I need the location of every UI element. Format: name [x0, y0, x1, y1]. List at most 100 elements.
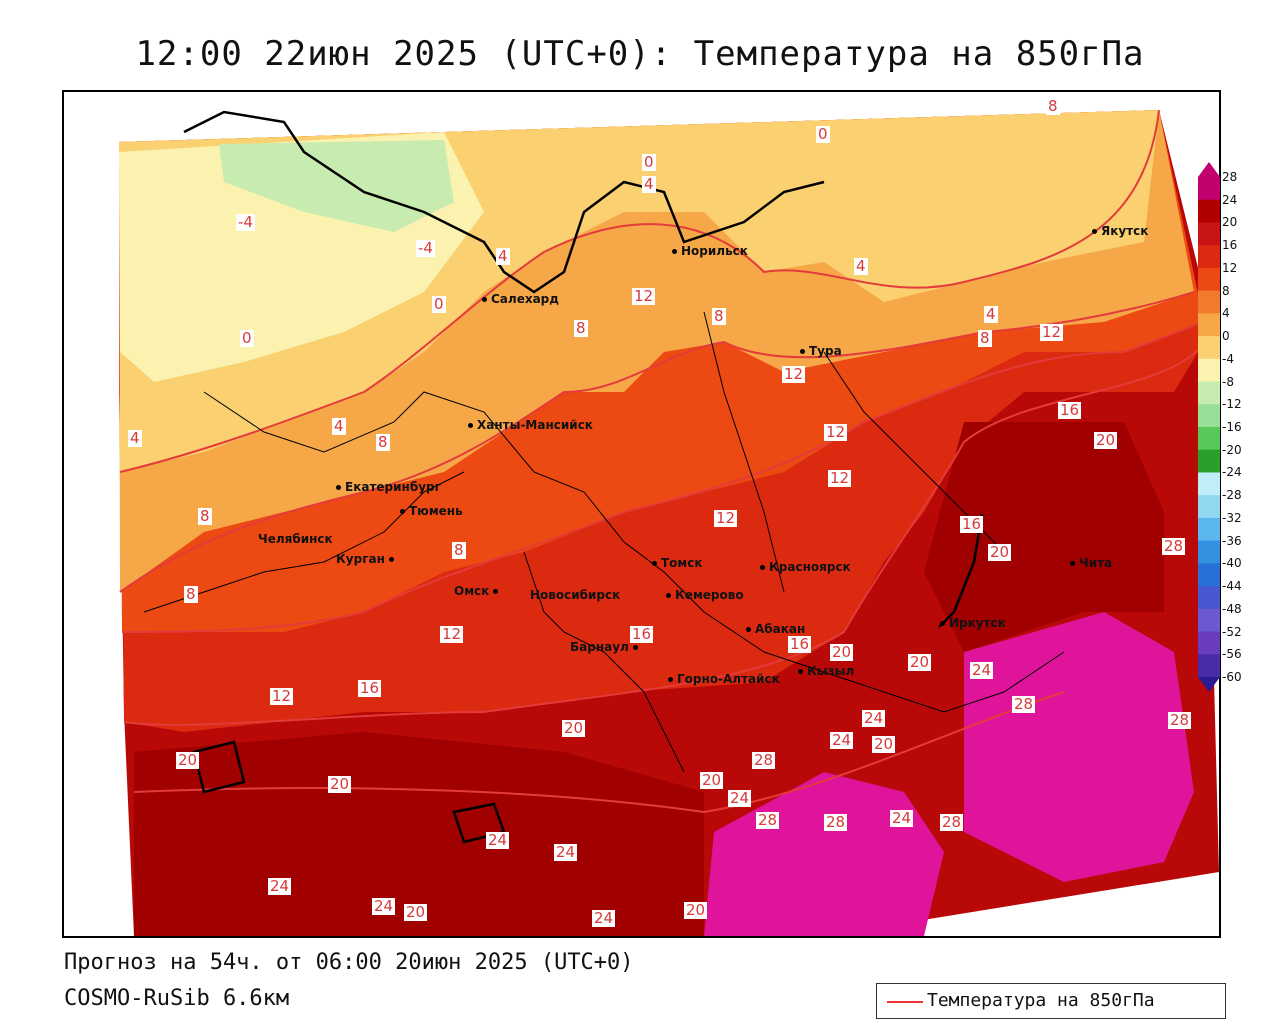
isotherm-label: 12: [1040, 323, 1064, 341]
scale-tick-label: 0: [1222, 329, 1230, 344]
scale-swatch: [1198, 177, 1220, 201]
isotherm-label: 20: [1094, 431, 1118, 449]
city-marker-icon: [940, 621, 945, 626]
scale-swatch: [1198, 586, 1220, 610]
city-marker-icon: [668, 677, 673, 682]
isotherm-label: 24: [372, 897, 396, 915]
city-label: Барнаул: [570, 640, 642, 654]
city-marker-icon: [400, 509, 405, 514]
isotherm-label: 28: [824, 813, 848, 831]
region-very-hot-magenta: [964, 612, 1194, 882]
isotherm-label: 24: [970, 661, 994, 679]
isotherm-label: 4: [642, 175, 656, 193]
isotherm-label: 28: [1012, 695, 1036, 713]
city-marker-icon: [800, 349, 805, 354]
city-marker-icon: [798, 669, 803, 674]
city-label: Екатеринбург: [336, 480, 441, 494]
isotherm-label: 24: [554, 843, 578, 861]
city-marker-icon: [746, 627, 751, 632]
scale-bottom-arrow: [1198, 677, 1220, 692]
isotherm-label: 4: [984, 305, 998, 323]
scale-tick-label: -32: [1222, 510, 1242, 525]
scale-tick-label: -8: [1222, 374, 1234, 389]
isotherm-label: 8: [712, 307, 726, 325]
isotherm-label: 4: [128, 429, 142, 447]
isotherm-label: 24: [728, 789, 752, 807]
isotherm-label: 20: [404, 903, 428, 921]
city-label: Салехард: [482, 292, 559, 306]
scale-swatch: [1198, 404, 1220, 428]
isotherm-label: 16: [788, 635, 812, 653]
scale-swatch: [1198, 608, 1220, 633]
scale-swatch: [1198, 358, 1220, 383]
region-tundra-green: [219, 140, 454, 232]
isotherm-label: 8: [198, 507, 212, 525]
isotherm-label: 20: [908, 653, 932, 671]
isotherm-label: 4: [496, 247, 510, 265]
isotherm-label: 4: [854, 257, 868, 275]
isotherm-label: 16: [358, 679, 382, 697]
city-label: Якутск: [1092, 224, 1148, 238]
isotherm-label: 24: [592, 909, 616, 927]
isotherm-label: 24: [268, 877, 292, 895]
isotherm-label: -4: [236, 213, 255, 231]
scale-swatch: [1198, 245, 1220, 269]
temperature-map: Салехард Норильск Якутск Тура Ханты-Манс…: [62, 90, 1221, 938]
coastline: [183, 110, 984, 844]
isotherm-label: 12: [714, 509, 738, 527]
scale-tick-label: -4: [1222, 351, 1234, 366]
isotherm-label: 12: [270, 687, 294, 705]
scale-swatch: [1198, 381, 1220, 405]
city-marker-icon: [468, 423, 473, 428]
scale-swatch: [1198, 517, 1220, 542]
scale-tick-label: -20: [1222, 442, 1242, 457]
scale-swatch: [1198, 540, 1220, 564]
scale-swatch: [1198, 267, 1220, 292]
scale-swatch: [1198, 472, 1220, 496]
isotherm-label: 28: [756, 811, 780, 829]
scale-tick-label: -28: [1222, 488, 1242, 503]
isotherm-label: 20: [328, 775, 352, 793]
isotherm-label: 28: [1168, 711, 1192, 729]
scale-swatch: [1198, 199, 1220, 223]
isotherm-label: 24: [830, 731, 854, 749]
city-marker-icon: [632, 645, 638, 650]
city-label: Челябинск: [258, 532, 333, 546]
scale-tick-label: 4: [1222, 306, 1230, 321]
isotherm-label: 16: [960, 515, 984, 533]
city-label: Кемерово: [666, 588, 744, 602]
scale-tick-label: -52: [1222, 624, 1242, 639]
isotherm-label: 0: [432, 295, 446, 313]
isotherm-label: 8: [452, 541, 466, 559]
scale-swatch: [1198, 449, 1220, 473]
isotherm-label: 12: [632, 287, 656, 305]
city-marker-icon: [652, 561, 657, 566]
scale-tick-label: -24: [1222, 465, 1242, 480]
city-label: Тюмень: [400, 504, 463, 518]
isotherm-label: 8: [376, 433, 390, 451]
city-label: Норильск: [672, 244, 748, 258]
city-label: Иркутск: [940, 616, 1006, 630]
scale-tick-label: -56: [1222, 647, 1242, 662]
scale-tick-label: 8: [1222, 283, 1230, 298]
isotherm-label: 24: [890, 809, 914, 827]
scale-tick-label: -12: [1222, 397, 1242, 412]
city-marker-icon: [388, 557, 394, 562]
isotherm-label: 8: [574, 319, 588, 337]
isotherm-label: 0: [240, 329, 254, 347]
scale-swatch: [1198, 313, 1220, 337]
isotherm-label: 16: [630, 625, 654, 643]
scale-swatch: [1198, 427, 1220, 451]
scale-tick-label: -60: [1222, 670, 1242, 684]
isotherm-label: 16: [1058, 401, 1082, 419]
scale-swatch: [1198, 222, 1220, 246]
scale-tick-label: 12: [1222, 260, 1238, 275]
isotherm-label: 8: [184, 585, 198, 603]
isotherm-label: 20: [830, 643, 854, 661]
scale-swatch: [1198, 495, 1220, 519]
city-label: Томск: [652, 556, 703, 570]
city-marker-icon: [1092, 229, 1097, 234]
legend-label: Температура на 850гПа: [927, 990, 1155, 1011]
scale-swatch: [1198, 290, 1220, 314]
scale-swatch: [1198, 631, 1220, 655]
